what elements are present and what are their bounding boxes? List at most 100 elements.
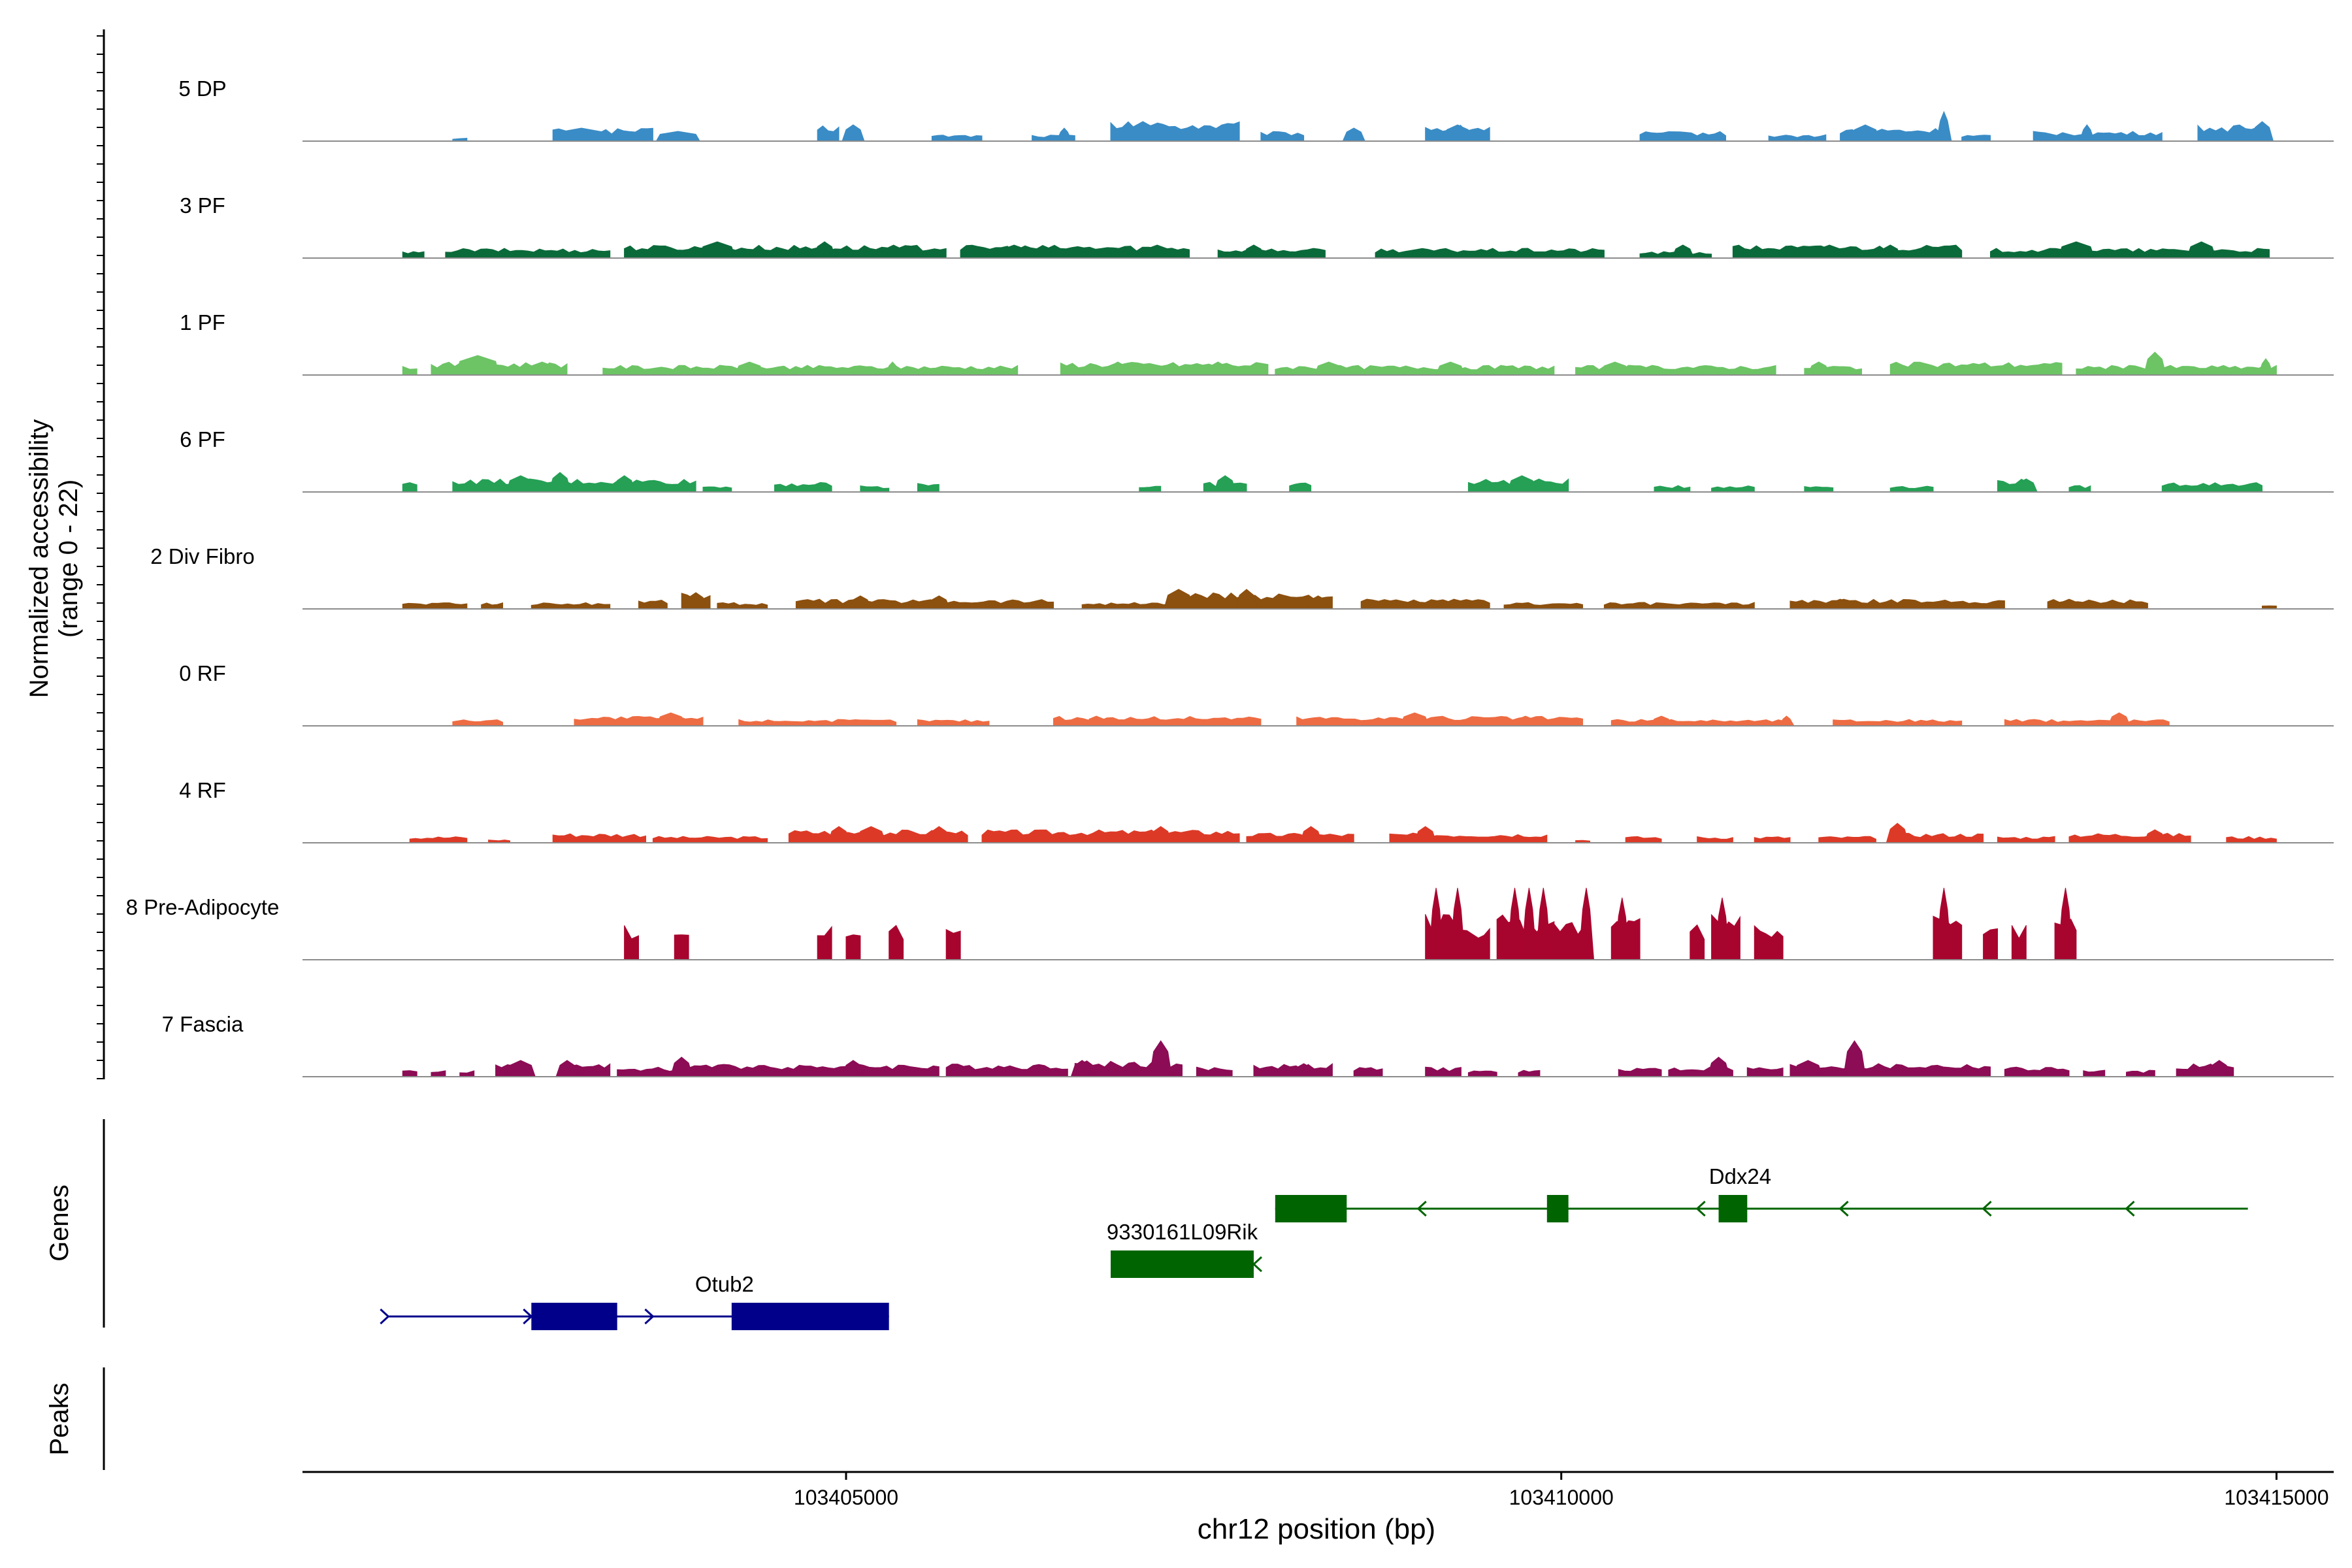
- gene-otub2: Otub2: [380, 1272, 889, 1330]
- coverage-peak: [2143, 829, 2167, 843]
- coverage-peak: [1435, 361, 1466, 376]
- coverage-peak: [1650, 715, 1673, 727]
- coverage-region: [917, 483, 939, 493]
- coverage-peak: [1878, 244, 1902, 259]
- coverage-region: [624, 244, 947, 259]
- track-label: 3 PF: [180, 193, 225, 218]
- coverage-region: [445, 248, 611, 259]
- coverage-region: [531, 602, 611, 610]
- coverage-region: [1625, 836, 1662, 843]
- coverage-peak: [1671, 244, 1695, 259]
- coverage-peak: [849, 595, 872, 610]
- coverage-region: [889, 924, 904, 960]
- coverage-region: [602, 365, 1019, 376]
- coverage-region: [2126, 1070, 2155, 1077]
- coverage-region: [917, 719, 990, 727]
- y-axis-label-line2: (range 0 - 22): [54, 480, 83, 638]
- track-8-pre-adipocyte: 8 Pre-Adipocyte: [126, 887, 2334, 960]
- coverage-region: [817, 925, 832, 960]
- track-label: 6 PF: [180, 427, 225, 451]
- tracks: 5 DP 3 PF 1 PF 6 PF 2 Div Fibro 0 RF 4 RF 8 Pre…: [126, 76, 2334, 1077]
- coverage-peak: [2143, 351, 2166, 376]
- track-label: 2 Div Fibro: [150, 544, 255, 568]
- coverage-region: [1818, 836, 1876, 843]
- gene-exon: [1718, 1195, 1748, 1222]
- track-2-div-fibro: 2 Div Fibro: [150, 544, 2334, 610]
- track-0-rf: 0 RF: [179, 661, 2334, 727]
- coverage-region: [1618, 1068, 1662, 1077]
- coverage-region: [738, 719, 897, 727]
- coverage-region: [1997, 836, 2055, 843]
- gene-label: 9330161L09Rik: [1107, 1220, 1258, 1244]
- coverage-peak: [2079, 124, 2095, 142]
- coverage-peak: [1235, 589, 1258, 610]
- coverage-peak: [455, 355, 500, 376]
- coverage-region: [1654, 485, 1691, 493]
- strand-arrow: [1982, 1200, 1992, 1217]
- coverage-region: [1603, 602, 1755, 610]
- coverage-peak: [1507, 475, 1537, 493]
- coverage-region: [1789, 1063, 1991, 1077]
- track-label: 7 Fascia: [162, 1012, 244, 1036]
- coverage-region: [931, 135, 983, 142]
- coverage-region: [2068, 485, 2091, 493]
- coverage-region: [860, 485, 890, 493]
- coverage-peak: [1414, 826, 1437, 843]
- coverage-region: [1389, 832, 1548, 843]
- coverage-peak: [2107, 712, 2131, 727]
- coverage-peak: [1521, 887, 1537, 960]
- coverage-peak: [505, 1060, 536, 1077]
- coverage-peak: [698, 241, 736, 259]
- coverage-region: [1983, 928, 1998, 960]
- coverage-region: [2161, 482, 2262, 493]
- coverage-peak: [856, 826, 887, 843]
- coverage-region: [2033, 131, 2163, 142]
- gene-exon: [731, 1303, 889, 1330]
- coverage-region: [702, 486, 732, 493]
- coverage-region: [1897, 832, 1984, 843]
- coverage-region: [688, 1064, 939, 1077]
- gene-exon: [1275, 1195, 1347, 1222]
- coverage-region: [1353, 1067, 1383, 1077]
- coverage-region: [402, 602, 468, 610]
- coverage-region: [1833, 719, 1963, 727]
- coverage-region: [1754, 924, 1784, 960]
- coverage-peak: [2208, 1060, 2231, 1077]
- gene-9330161l09rik: 9330161L09Rik: [1107, 1220, 1262, 1278]
- coverage-region: [1467, 1070, 1497, 1077]
- coverage-region: [1289, 482, 1312, 493]
- coverage-region: [402, 1070, 417, 1077]
- genes-panel-label: Genes: [45, 1184, 74, 1262]
- coverage-peak: [2057, 241, 2095, 259]
- coverage-peak: [2250, 121, 2274, 142]
- coverage-peak: [2186, 241, 2217, 259]
- coverage-region: [1804, 486, 1834, 493]
- coverage-region: [1375, 248, 1605, 259]
- coverage-region: [1139, 485, 1162, 493]
- coverage-peak: [1793, 1060, 1823, 1077]
- coverage-region: [552, 833, 646, 843]
- track-label: 4 RF: [179, 778, 226, 802]
- coverage-region: [452, 719, 503, 727]
- coverage-region: [402, 366, 417, 376]
- peaks-panel-label: Peaks: [45, 1382, 74, 1455]
- x-tick-label: 103410000: [1509, 1486, 1614, 1509]
- coverage-peak: [1886, 823, 1909, 843]
- coverage-region: [1518, 1070, 1541, 1077]
- coverage-region: [2068, 832, 2191, 843]
- coverage-region: [1253, 1063, 1333, 1077]
- coverage-region: [1768, 134, 1827, 142]
- coverage-region: [1961, 135, 1991, 142]
- coverage-peak: [670, 1056, 693, 1077]
- coverage-region: [1889, 485, 1934, 493]
- x-tick-label: 103405000: [794, 1486, 898, 1509]
- track-1-pf: 1 PF: [180, 310, 2334, 376]
- coverage-peak: [1707, 1056, 1731, 1077]
- coverage-region: [1889, 361, 2063, 376]
- strand-arrow: [1252, 1256, 1262, 1273]
- coverage-peak: [2057, 598, 2081, 610]
- coverage-region: [431, 1070, 446, 1077]
- coverage-region: [402, 482, 417, 493]
- track-label: 1 PF: [180, 310, 225, 335]
